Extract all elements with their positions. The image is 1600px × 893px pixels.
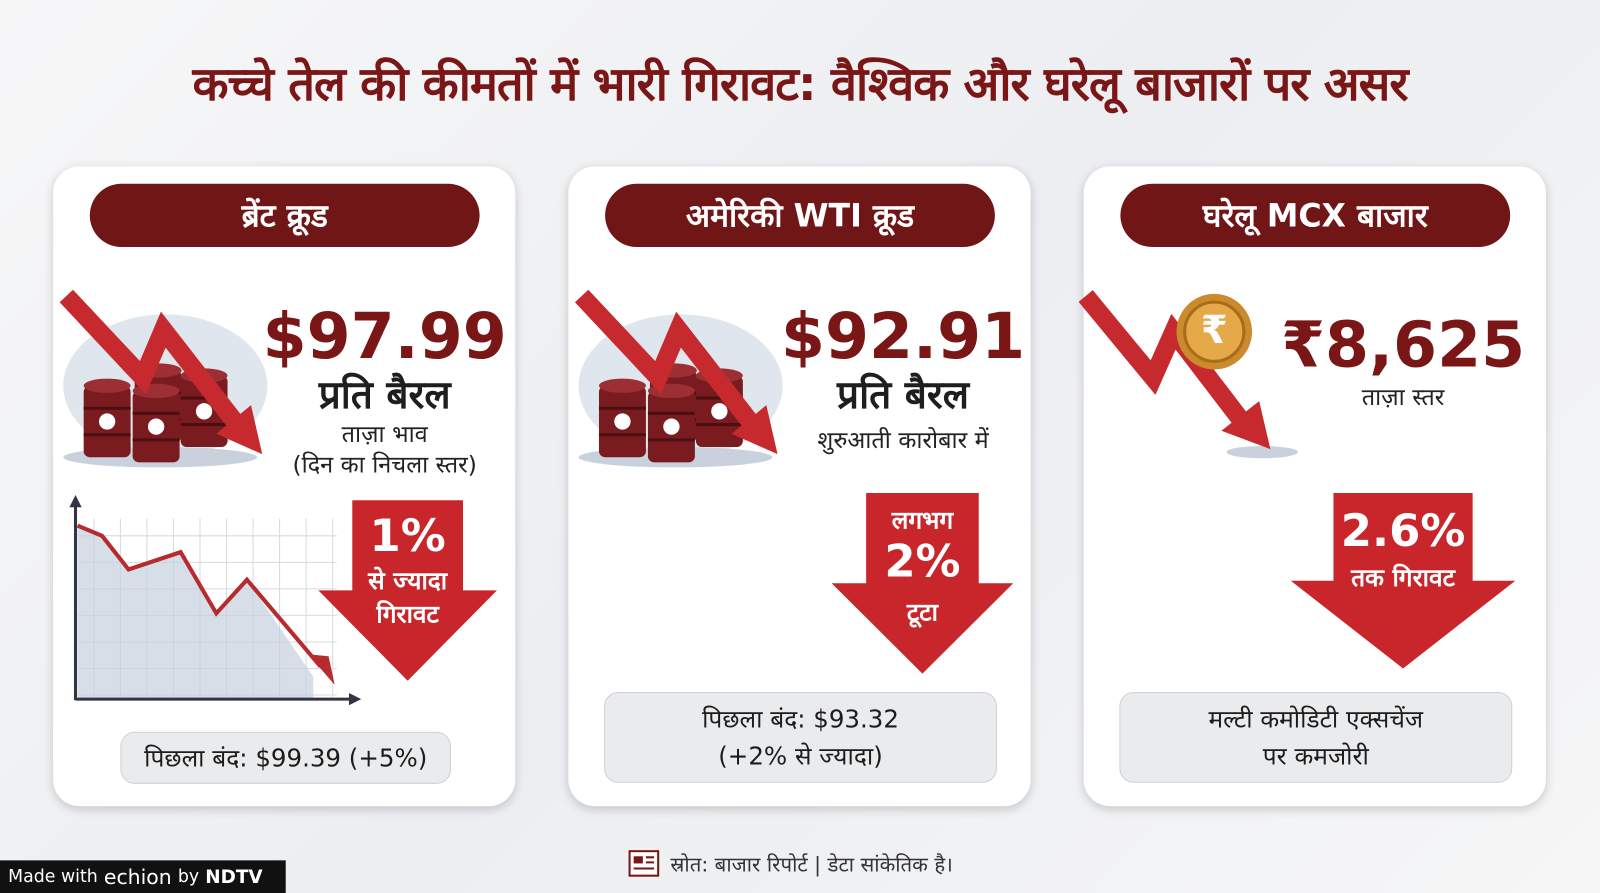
badge-line: 2%	[884, 535, 961, 588]
title: कच्चे तेल की कीमतों में भारी गिरावट: वैश…	[192, 56, 1408, 112]
header-text: ब्रेंट क्रूड	[241, 197, 328, 235]
decoration	[1221, 401, 1271, 450]
decoration	[633, 856, 643, 864]
note: शुरुआती कारोबार में	[817, 427, 989, 455]
decoration	[216, 405, 263, 455]
header-text: अमेरिकी WTI क्रूड	[685, 197, 915, 235]
unit: प्रति बैरल	[318, 372, 451, 418]
footer-line: पिछला बंद: $93.32	[702, 704, 899, 734]
watermark-by: by	[177, 866, 200, 887]
decoration	[69, 494, 82, 508]
footer-line: (+2% से ज्यादा)	[718, 741, 883, 771]
note: (दिन का निचला स्तर)	[292, 452, 477, 479]
footer-line: पर कमजोरी	[1262, 741, 1369, 771]
card: ब्रेंट क्रूड $97.99 प्रति बैरल ताज़ा भाव (दि…	[53, 166, 516, 807]
watermark: Made with echion by NDTV	[0, 860, 286, 893]
footer: मल्टी कमोडिटी एक्सचेंज पर कमजोरी	[1119, 691, 1513, 783]
price: $97.99	[262, 299, 507, 374]
card-header: घरेलू MCX बाजार	[1120, 183, 1511, 247]
source: स्रोत: बाजार रिपोर्ट | डेटा सांकेतिक है।	[628, 849, 953, 878]
badge-line: तक गिरावट	[1351, 563, 1455, 592]
badge-line: गिरावट	[376, 600, 439, 629]
footer: पिछला बंद: $99.39 (+5%)	[120, 731, 452, 784]
decoration	[1183, 300, 1246, 363]
news-icon	[628, 850, 660, 877]
decoration	[598, 378, 646, 458]
decoration	[308, 654, 335, 685]
decoration	[1078, 290, 1248, 425]
price: ₹8,625	[1280, 307, 1526, 382]
decoration	[598, 378, 646, 393]
decoration	[663, 418, 680, 435]
decoration	[83, 378, 131, 393]
note: ताज़ा स्तर	[1361, 384, 1445, 412]
note: ताज़ा भाव	[341, 421, 428, 449]
illustration	[59, 289, 362, 706]
card-header: अमेरिकी WTI क्रूड	[605, 183, 995, 247]
decoration	[731, 405, 778, 455]
badge-line: लगभग	[891, 506, 954, 535]
footer-line: मल्टी कमोडिटी एक्सचेंज	[1208, 704, 1424, 734]
unit: प्रति बैरल	[837, 372, 970, 418]
rupee-icon: ₹	[1200, 307, 1228, 353]
card: ₹ घरेलू MCX बाजार ₹8,625 ताज़ा स्तर 2.6% तक ग…	[1078, 166, 1546, 807]
decoration	[574, 289, 758, 428]
decoration	[59, 289, 242, 428]
decoration	[614, 413, 631, 430]
watermark-prefix: Made with	[8, 866, 98, 887]
card: अमेरिकी WTI क्रूड $92.91 प्रति बैरल शुरुआती…	[568, 166, 1031, 807]
watermark-owner: NDTV	[205, 865, 263, 888]
badge-line: 2.6%	[1340, 505, 1466, 558]
badge-line: से ज्यादा	[368, 566, 448, 596]
source-text: स्रोत: बाजार रिपोर्ट | डेटा सांकेतिक है।	[670, 851, 953, 877]
decoration	[1226, 446, 1298, 459]
illustration	[1078, 290, 1298, 459]
decoration	[83, 378, 131, 458]
decoration	[76, 523, 322, 668]
header-text: घरेलू MCX बाजार	[1202, 197, 1428, 235]
watermark-brand: echion	[103, 864, 172, 889]
card-header: ब्रेंट क्रूड	[89, 183, 480, 247]
decoration	[647, 383, 695, 463]
badge-line: 1%	[369, 510, 446, 563]
decoration	[711, 403, 728, 420]
decoration	[195, 403, 213, 420]
decoration	[132, 383, 180, 463]
decoration	[348, 692, 362, 706]
price: $92.91	[780, 299, 1026, 374]
decoration	[147, 418, 165, 435]
footer: पिछला बंद: $93.32 (+2% से ज्यादा)	[604, 691, 997, 783]
illustration	[574, 289, 783, 468]
badge-line: टूटा	[906, 598, 938, 627]
decoration	[98, 413, 116, 430]
footer-line: पिछला बंद: $99.39 (+5%)	[144, 743, 428, 773]
